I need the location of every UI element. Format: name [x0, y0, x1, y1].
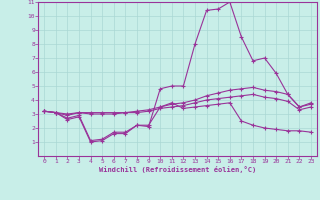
X-axis label: Windchill (Refroidissement éolien,°C): Windchill (Refroidissement éolien,°C): [99, 166, 256, 173]
